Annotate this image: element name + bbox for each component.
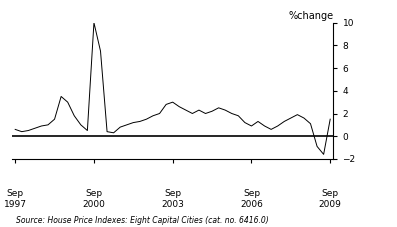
Text: Sep
1997: Sep 1997 xyxy=(4,190,27,209)
Text: Source: House Price Indexes: Eight Capital Cities (cat. no. 6416.0): Source: House Price Indexes: Eight Capit… xyxy=(16,216,269,225)
Text: Sep
2003: Sep 2003 xyxy=(161,190,184,209)
Text: Sep
2006: Sep 2006 xyxy=(240,190,263,209)
Text: Sep
2009: Sep 2009 xyxy=(319,190,342,209)
Text: %change: %change xyxy=(288,11,333,21)
Text: Sep
2000: Sep 2000 xyxy=(83,190,105,209)
